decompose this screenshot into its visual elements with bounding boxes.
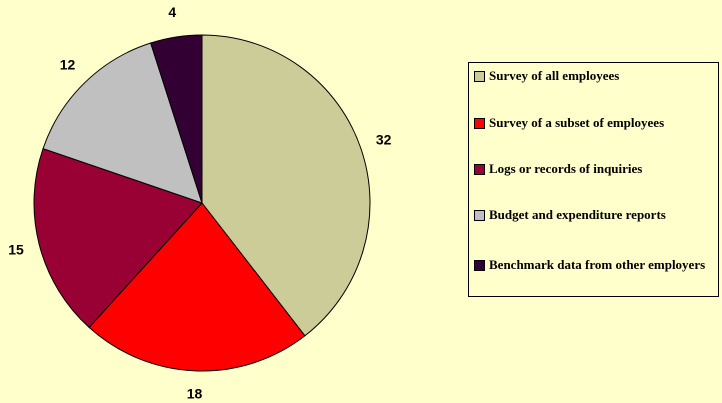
pie-slice [150,34,203,204]
legend-swatch [474,164,485,175]
legend-label: Survey of a subset of employees [489,115,665,130]
pie-slice [42,42,203,204]
data-label: 4 [168,4,176,20]
legend-entry: Survey of all employees [474,68,721,84]
data-label: 15 [8,242,24,258]
legend-swatch [474,210,485,221]
legend-swatch [474,260,485,271]
legend-label: Benchmark data from other employers [489,257,706,272]
data-label: 18 [187,386,203,402]
data-label: 12 [60,57,76,73]
legend-entry: Survey of a subset of employees [474,115,721,131]
pie-slice [88,202,306,372]
pie-slice [33,147,203,329]
legend-entry: Benchmark data from other employers [474,257,721,273]
pie-slice [201,34,371,337]
legend-entry: Logs or records of inquiries [474,161,721,177]
legend-swatch [474,71,485,82]
legend-label: Logs or records of inquiries [489,161,643,176]
legend-entry: Budget and expenditure reports [474,207,721,223]
legend: Survey of all employees Survey of a subse… [468,62,719,297]
data-label: 32 [376,132,392,148]
legend-label: Survey of all employees [489,68,620,83]
legend-label: Budget and expenditure reports [489,207,666,222]
legend-swatch [474,118,485,129]
